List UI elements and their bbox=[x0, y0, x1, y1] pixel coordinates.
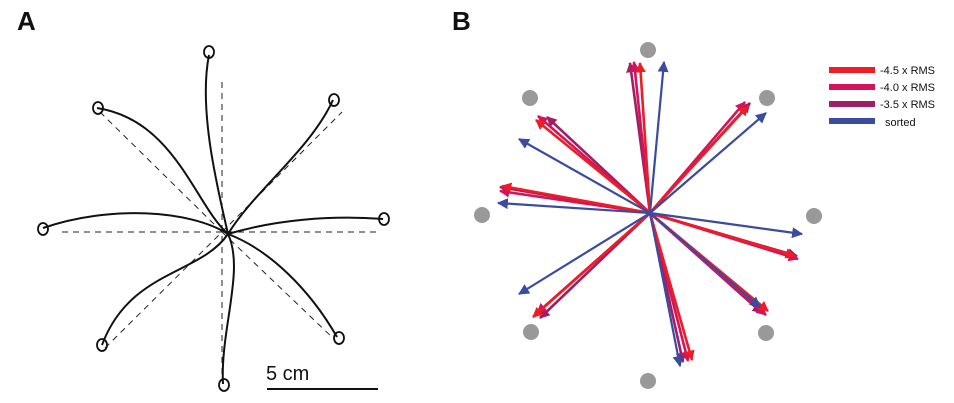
trajectory-curves bbox=[42, 54, 384, 385]
trajectory-southeast bbox=[227, 233, 338, 338]
target-circle-southwest bbox=[96, 338, 108, 352]
vector-blue-northeast bbox=[649, 112, 767, 214]
target-circle-south bbox=[218, 378, 230, 392]
panel-a-letter: A bbox=[17, 6, 36, 36]
legend-item-sorted: sorted bbox=[829, 117, 916, 129]
vector-blue-southwest bbox=[518, 212, 651, 295]
target-circle-east bbox=[378, 212, 390, 226]
vector-red-east bbox=[649, 211, 796, 259]
target-circles-a bbox=[37, 45, 390, 392]
legend-swatch-3p5 bbox=[829, 101, 875, 107]
vectors-4p5-rms bbox=[500, 61, 796, 361]
legend-swatch-4p5 bbox=[829, 67, 875, 73]
guide-diagonal-se bbox=[221, 231, 336, 341]
legend-label-sorted: sorted bbox=[885, 117, 916, 129]
panel-b-vectors: -4.5 x RMS -4.0 x RMS -3.5 x RMS sorted bbox=[474, 42, 935, 389]
trajectory-west bbox=[42, 212, 229, 235]
target-dot-southeast bbox=[758, 325, 774, 341]
scale-bar-label: 5 cm bbox=[266, 363, 309, 385]
target-dot-north bbox=[640, 42, 656, 58]
target-circle-northeast bbox=[328, 93, 340, 107]
legend-label-4p0: -4.0 x RMS bbox=[880, 82, 935, 94]
target-dot-northwest bbox=[522, 90, 538, 106]
target-dot-southwest bbox=[523, 324, 539, 340]
target-circle-northwest bbox=[92, 101, 104, 115]
vector-blue-north bbox=[648, 60, 669, 214]
legend-label-3p5: -3.5 x RMS bbox=[880, 99, 935, 111]
guide-diagonal-ne bbox=[221, 111, 343, 233]
trajectory-northwest bbox=[96, 107, 229, 235]
trajectory-northeast bbox=[227, 99, 334, 235]
guide-diagonal-sw bbox=[104, 231, 223, 349]
target-dot-south bbox=[640, 373, 656, 389]
vector-red-northwest bbox=[535, 118, 651, 215]
legend-swatch-sorted bbox=[829, 118, 875, 124]
vector-blue-northwest bbox=[518, 138, 651, 214]
scale-bar: 5 cm bbox=[266, 363, 378, 390]
trajectory-east bbox=[227, 216, 384, 235]
target-dot-northeast bbox=[759, 90, 775, 106]
target-dot-east bbox=[806, 208, 822, 224]
trajectory-north bbox=[204, 54, 229, 235]
target-dots bbox=[474, 42, 822, 389]
vector-red-north bbox=[635, 61, 652, 214]
legend-item-3p5: -3.5 x RMS bbox=[829, 99, 935, 111]
vector-blue-east bbox=[649, 211, 804, 239]
vector-red-northeast bbox=[649, 105, 749, 214]
vectors-sorted bbox=[496, 60, 804, 368]
legend-label-4p5: -4.5 x RMS bbox=[880, 65, 935, 77]
trajectory-southwest bbox=[101, 233, 229, 346]
target-circle-north bbox=[203, 45, 215, 59]
vector-blue-southeast bbox=[649, 212, 761, 308]
target-dot-west bbox=[474, 207, 490, 223]
legend-item-4p0: -4.0 x RMS bbox=[829, 82, 935, 94]
panel-b-letter: B bbox=[452, 6, 471, 36]
legend-item-4p5: -4.5 x RMS bbox=[829, 65, 935, 77]
legend: -4.5 x RMS -4.0 x RMS -3.5 x RMS sorted bbox=[829, 65, 935, 129]
target-circle-west bbox=[37, 222, 49, 236]
legend-swatch-4p0 bbox=[829, 84, 875, 90]
vector-red-southwest bbox=[532, 212, 651, 318]
vector-red-west bbox=[500, 182, 651, 215]
target-circle-southeast bbox=[333, 331, 345, 345]
vector-blue-west bbox=[496, 198, 651, 215]
vector-red-south bbox=[648, 212, 695, 361]
panel-a-trajectories: 5 cm bbox=[37, 45, 390, 392]
trajectory-south bbox=[221, 233, 235, 385]
vector-blue-south bbox=[648, 212, 684, 368]
